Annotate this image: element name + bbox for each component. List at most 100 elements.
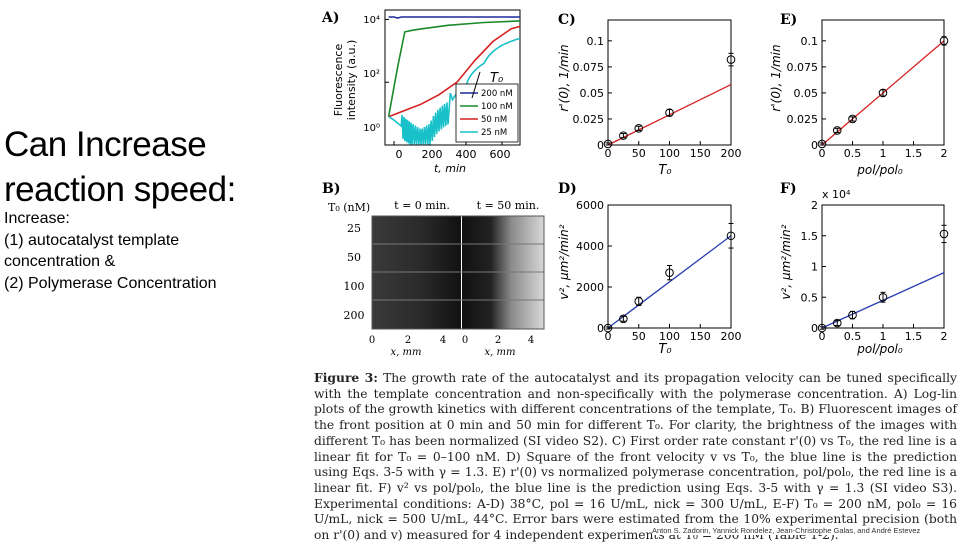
panel-a-annotation: T₀	[490, 71, 504, 86]
panel-d-xtick: 150	[690, 330, 711, 343]
panel-a-ytick: 10⁴	[363, 15, 380, 26]
panel-f-data-point	[817, 323, 827, 333]
panel-label-f: F)	[780, 181, 797, 197]
body-line: (1) autocatalyst template	[4, 231, 180, 249]
panel-a-legend-label: 25 nM	[481, 128, 507, 138]
panel-e-axes-frame	[821, 19, 945, 146]
panel-a-xtick: 600	[490, 148, 511, 161]
panel-a-legend-label: 200 nM	[481, 89, 513, 99]
panel-e-data-point	[878, 88, 888, 98]
panel-a-legend-label: 100 nM	[481, 102, 513, 112]
panel-e-data-point	[817, 139, 827, 149]
panel-a-ylabel: Fluorescence	[332, 44, 345, 117]
panel-e-ytick: 0.075	[787, 61, 819, 74]
figure-caption: Figure 3: The growth rate of the autocat…	[314, 370, 957, 544]
slide-body: Increase: (1) autocatalyst template conc…	[4, 208, 294, 294]
panel-a-series-100-nM	[387, 20, 521, 117]
panel-d-xtick: 50	[632, 330, 646, 343]
panel-label-c: C)	[558, 12, 576, 28]
panel-f-xtick: 0	[819, 330, 826, 343]
panel-c-ytick: 0	[597, 139, 604, 152]
panel-c-ytick: 0.1	[587, 35, 605, 48]
panel-b-col-header: t = 0 min.	[394, 199, 450, 212]
panel-d-xtick: 0	[605, 330, 612, 343]
panel-d: v², μm²/min² T₀ 0 50 100 150 200020004000600…	[557, 199, 742, 357]
panel-f-ytick: 2	[811, 199, 818, 212]
panel-c-data-point	[665, 108, 674, 118]
panel-e-ytick: 0	[811, 139, 818, 152]
panel-a-ytick: 10⁰	[363, 123, 380, 134]
panel-d-data-point	[665, 268, 674, 277]
panel-a-series-25-nM	[388, 37, 521, 145]
panel-e-data-point	[832, 126, 842, 135]
panel-b-row-label: 50	[347, 251, 361, 264]
panel-a-xtick: 0	[396, 148, 403, 161]
panel-e-data-point	[939, 36, 949, 46]
panel-e-xtick: 0	[819, 147, 826, 160]
panel-c-ytick: 0.05	[580, 87, 605, 100]
panel-b-xlabel: x, mm	[485, 347, 516, 358]
panel-e-xtick: 1.5	[905, 147, 923, 160]
panel-b-xtick: 4	[440, 335, 446, 346]
panel-e-xtick: 1	[880, 147, 887, 160]
panel-d-ytick: 2000	[576, 281, 604, 294]
panel-e-ytick: 0.1	[801, 35, 819, 48]
panel-a: Fluorescence intensity (a.u.) 10⁴ 10² 10…	[332, 9, 521, 175]
panel-e-ytick: 0.05	[794, 87, 819, 100]
panel-e-xtick: 2	[941, 147, 948, 160]
panel-b-xlabel: x, mm	[391, 347, 422, 358]
panel-d-data-point	[619, 314, 628, 324]
panel-c-data-point	[619, 131, 628, 140]
panel-d-xtick: 200	[721, 330, 742, 343]
panel-label-b: B)	[322, 181, 340, 197]
panel-a-series-200-nM	[388, 16, 520, 19]
slide-title: Can Increase reaction speed:	[4, 125, 236, 209]
panel-f: v², μm²/min² pol/pol₀ x 10⁴ 0 0.5 1 1.5 2 0 0.…	[779, 188, 949, 356]
panel-a-xtick: 400	[456, 148, 477, 161]
panel-c-xtick: 100	[659, 147, 680, 160]
panel-e: r'(0), 1/min pol/pol₀ 0 0.5 1 1.5 2 0 0.025 0.0…	[769, 19, 949, 177]
panel-a-ylabel: intensity (a.u.)	[345, 40, 358, 120]
panel-e-xtick: 0.5	[844, 147, 862, 160]
panel-c-xtick: 50	[632, 147, 646, 160]
panel-c-data-point	[603, 139, 613, 149]
panel-d-data-point	[634, 297, 644, 306]
panel-label-a: A)	[321, 10, 340, 26]
panel-label-e: E)	[780, 12, 797, 28]
panel-b-frame	[371, 215, 545, 330]
panel-f-xtick: 1.5	[905, 330, 923, 343]
panel-f-xtick: 1	[880, 330, 887, 343]
panel-d-fit-line	[607, 235, 732, 329]
panel-b-xtick: 4	[528, 335, 534, 346]
panel-label-d: D)	[558, 181, 577, 197]
panel-d-ylabel: v², μm²/min²	[557, 224, 571, 299]
figure-3: A) C) E) B) D) F) Fluorescence intensity…	[321, 9, 949, 358]
caption-label: Figure 3:	[314, 370, 378, 385]
panel-c-data-point	[726, 55, 736, 64]
panel-a-series-50-nM	[388, 25, 521, 118]
panel-b-row-header: T₀ (nM)	[328, 201, 370, 214]
panel-c-xtick: 200	[721, 147, 742, 160]
panel-d-ytick: 6000	[576, 199, 604, 212]
panel-f-ytick: 1	[811, 261, 818, 274]
panel-f-data-point	[939, 229, 949, 239]
panel-b-xtick: 0	[369, 335, 375, 346]
panel-f-data-point	[878, 292, 888, 302]
panel-d-xtick: 100	[659, 330, 680, 343]
panel-b-row-label: 200	[344, 309, 365, 322]
panel-d-xlabel: T₀	[658, 342, 672, 357]
panel-c-ytick: 0.025	[573, 113, 605, 126]
panel-e-ylabel: r'(0), 1/min	[769, 44, 783, 111]
panel-b-xtick: 0	[462, 335, 468, 346]
panel-d-data-point	[726, 231, 736, 241]
panel-c-xtick: 150	[690, 147, 711, 160]
panel-d-data-point	[603, 323, 613, 333]
panel-f-axes-frame	[821, 204, 945, 329]
panel-b-xtick: 2	[495, 335, 501, 346]
panel-b-row-label: 25	[347, 222, 361, 235]
panel-c-ytick: 0.075	[573, 61, 605, 74]
panel-f-xtick: 0.5	[844, 330, 862, 343]
panel-a-axes-frame	[384, 9, 521, 146]
caption-text: The growth rate of the autocatalyst and …	[314, 371, 957, 543]
body-line: (2) Polymerase Concentration	[4, 274, 217, 292]
